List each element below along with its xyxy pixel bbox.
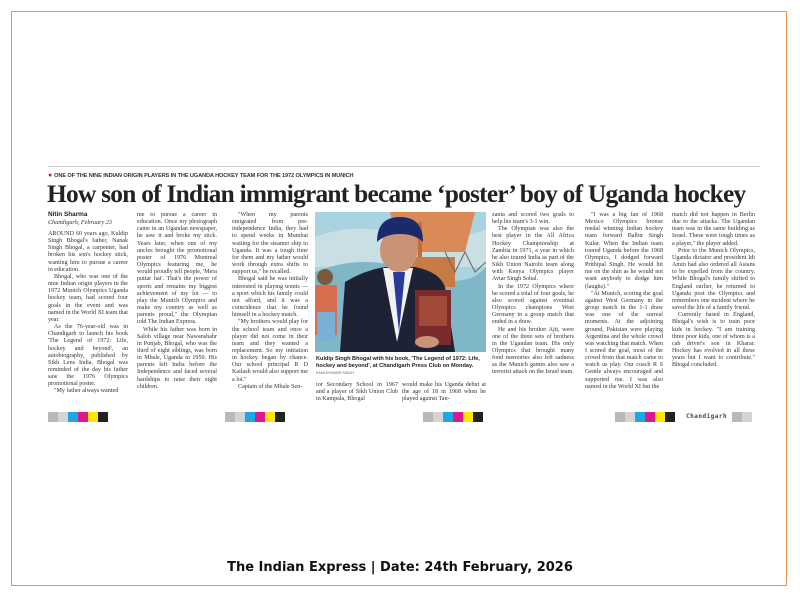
paragraph: "My father always wanted — [54, 388, 119, 395]
color-swatch — [265, 412, 275, 422]
color-swatch — [225, 412, 235, 422]
photo-kuldip-singh-bhogal — [315, 212, 486, 352]
article-column-4b: would make his Uganda debut at the age o… — [402, 382, 486, 403]
color-swatch — [245, 412, 255, 422]
paragraph: He and his brother Ajit, were one of the… — [492, 326, 574, 376]
paragraph: Captain of the Mbale Sen- — [238, 383, 303, 390]
registration-marks — [615, 412, 675, 422]
page-frame — [11, 11, 787, 586]
color-swatch — [635, 412, 645, 422]
photo-caption: Kuldip Singh Bhogal with his book, 'The … — [316, 356, 488, 377]
paragraph: Bhogal said he was initially interested … — [232, 276, 308, 319]
edition-label: Chandigarh — [686, 413, 728, 420]
color-swatch — [423, 412, 433, 422]
color-swatch — [615, 412, 625, 422]
paragraph: zania and scored two goals to help his t… — [492, 212, 574, 226]
color-swatch — [68, 412, 78, 422]
article-column-4a: ior Secondary School in 1967 and a playe… — [316, 382, 398, 403]
paragraph: "When my parents emigrated from pre-inde… — [232, 212, 308, 276]
paragraph: While his father was born in Saloh villa… — [137, 326, 217, 390]
paragraph: "I was a big fan of 1968 Mexico Olympics… — [585, 212, 663, 290]
paragraph: me to pursue a career in education. Once… — [137, 212, 217, 326]
registration-marks-grey — [732, 412, 752, 422]
color-swatch — [48, 412, 58, 422]
color-swatch — [433, 412, 443, 422]
color-swatch — [732, 412, 742, 422]
registration-marks — [423, 412, 483, 422]
registration-marks — [48, 412, 108, 422]
bullet-icon: ● — [48, 172, 53, 179]
top-rule — [48, 166, 760, 167]
paragraph: match did not happen in Berlin due to th… — [672, 212, 755, 247]
paragraph: Prior to the Munich Olympics, Uganda dic… — [672, 247, 755, 312]
article-column-5: zania and scored two goals to help his t… — [492, 212, 574, 377]
article-column-3: "When my parents emigrated from pre-inde… — [232, 212, 308, 391]
color-swatch — [443, 412, 453, 422]
paragraph: The Olympian was also the best player in… — [492, 226, 574, 283]
paragraph: ior Secondary School in 1967 and a playe… — [316, 382, 398, 403]
paragraph: AROUND 60 years ago, Kuldip Singh Bhogal… — [48, 231, 128, 273]
paragraph: Currently based in England, Bhogal's wis… — [672, 312, 755, 369]
kicker: ● ONE OF THE NINE INDIAN ORIGIN PLAYERS I… — [48, 172, 354, 180]
paragraph: As the 76-year-old was in Chandigarh to … — [48, 324, 128, 388]
color-swatch — [655, 412, 665, 422]
color-swatch — [665, 412, 675, 422]
article-column-2: me to pursue a career in education. Once… — [137, 212, 217, 391]
article-column-7: match did not happen in Berlin due to th… — [672, 212, 755, 369]
paragraph: "At Munich, scoring the goal against Wes… — [585, 290, 663, 390]
photo-credit: KAMLESHWAR SINGH — [316, 371, 354, 375]
color-swatch — [88, 412, 98, 422]
byline: Nitin Sharma — [48, 211, 88, 218]
dateline: Chandigarh, February 23 — [48, 219, 112, 226]
color-swatch — [463, 412, 473, 422]
color-swatch — [98, 412, 108, 422]
color-swatch — [453, 412, 463, 422]
registration-marks — [225, 412, 285, 422]
color-swatch — [235, 412, 245, 422]
color-swatch — [78, 412, 88, 422]
color-swatch — [58, 412, 68, 422]
kicker-text: ONE OF THE NINE INDIAN ORIGIN PLAYERS IN… — [54, 173, 354, 179]
paragraph: would make his Uganda debut at the age o… — [402, 382, 486, 403]
color-swatch — [645, 412, 655, 422]
paragraph: In the 1972 Olympics where he scored a t… — [492, 283, 574, 326]
color-swatch — [473, 412, 483, 422]
color-swatch — [742, 412, 752, 422]
source-footer: The Indian Express | Date: 24th February… — [227, 560, 573, 575]
paragraph: Bhogal, who was one of the nine Indian o… — [48, 273, 128, 323]
caption-text: Kuldip Singh Bhogal with his book, 'The … — [316, 356, 480, 369]
paragraph: "My brothers would play for the school t… — [232, 319, 308, 383]
color-swatch — [625, 412, 635, 422]
headline: How son of Indian immigrant became ‘post… — [47, 179, 746, 208]
article-column-6: "I was a big fan of 1968 Mexico Olympics… — [585, 212, 663, 391]
color-swatch — [255, 412, 265, 422]
photo-illustration — [315, 212, 486, 352]
color-swatch — [275, 412, 285, 422]
article-column-1: Nitin Sharma Chandigarh, February 23 ARO… — [48, 211, 128, 396]
